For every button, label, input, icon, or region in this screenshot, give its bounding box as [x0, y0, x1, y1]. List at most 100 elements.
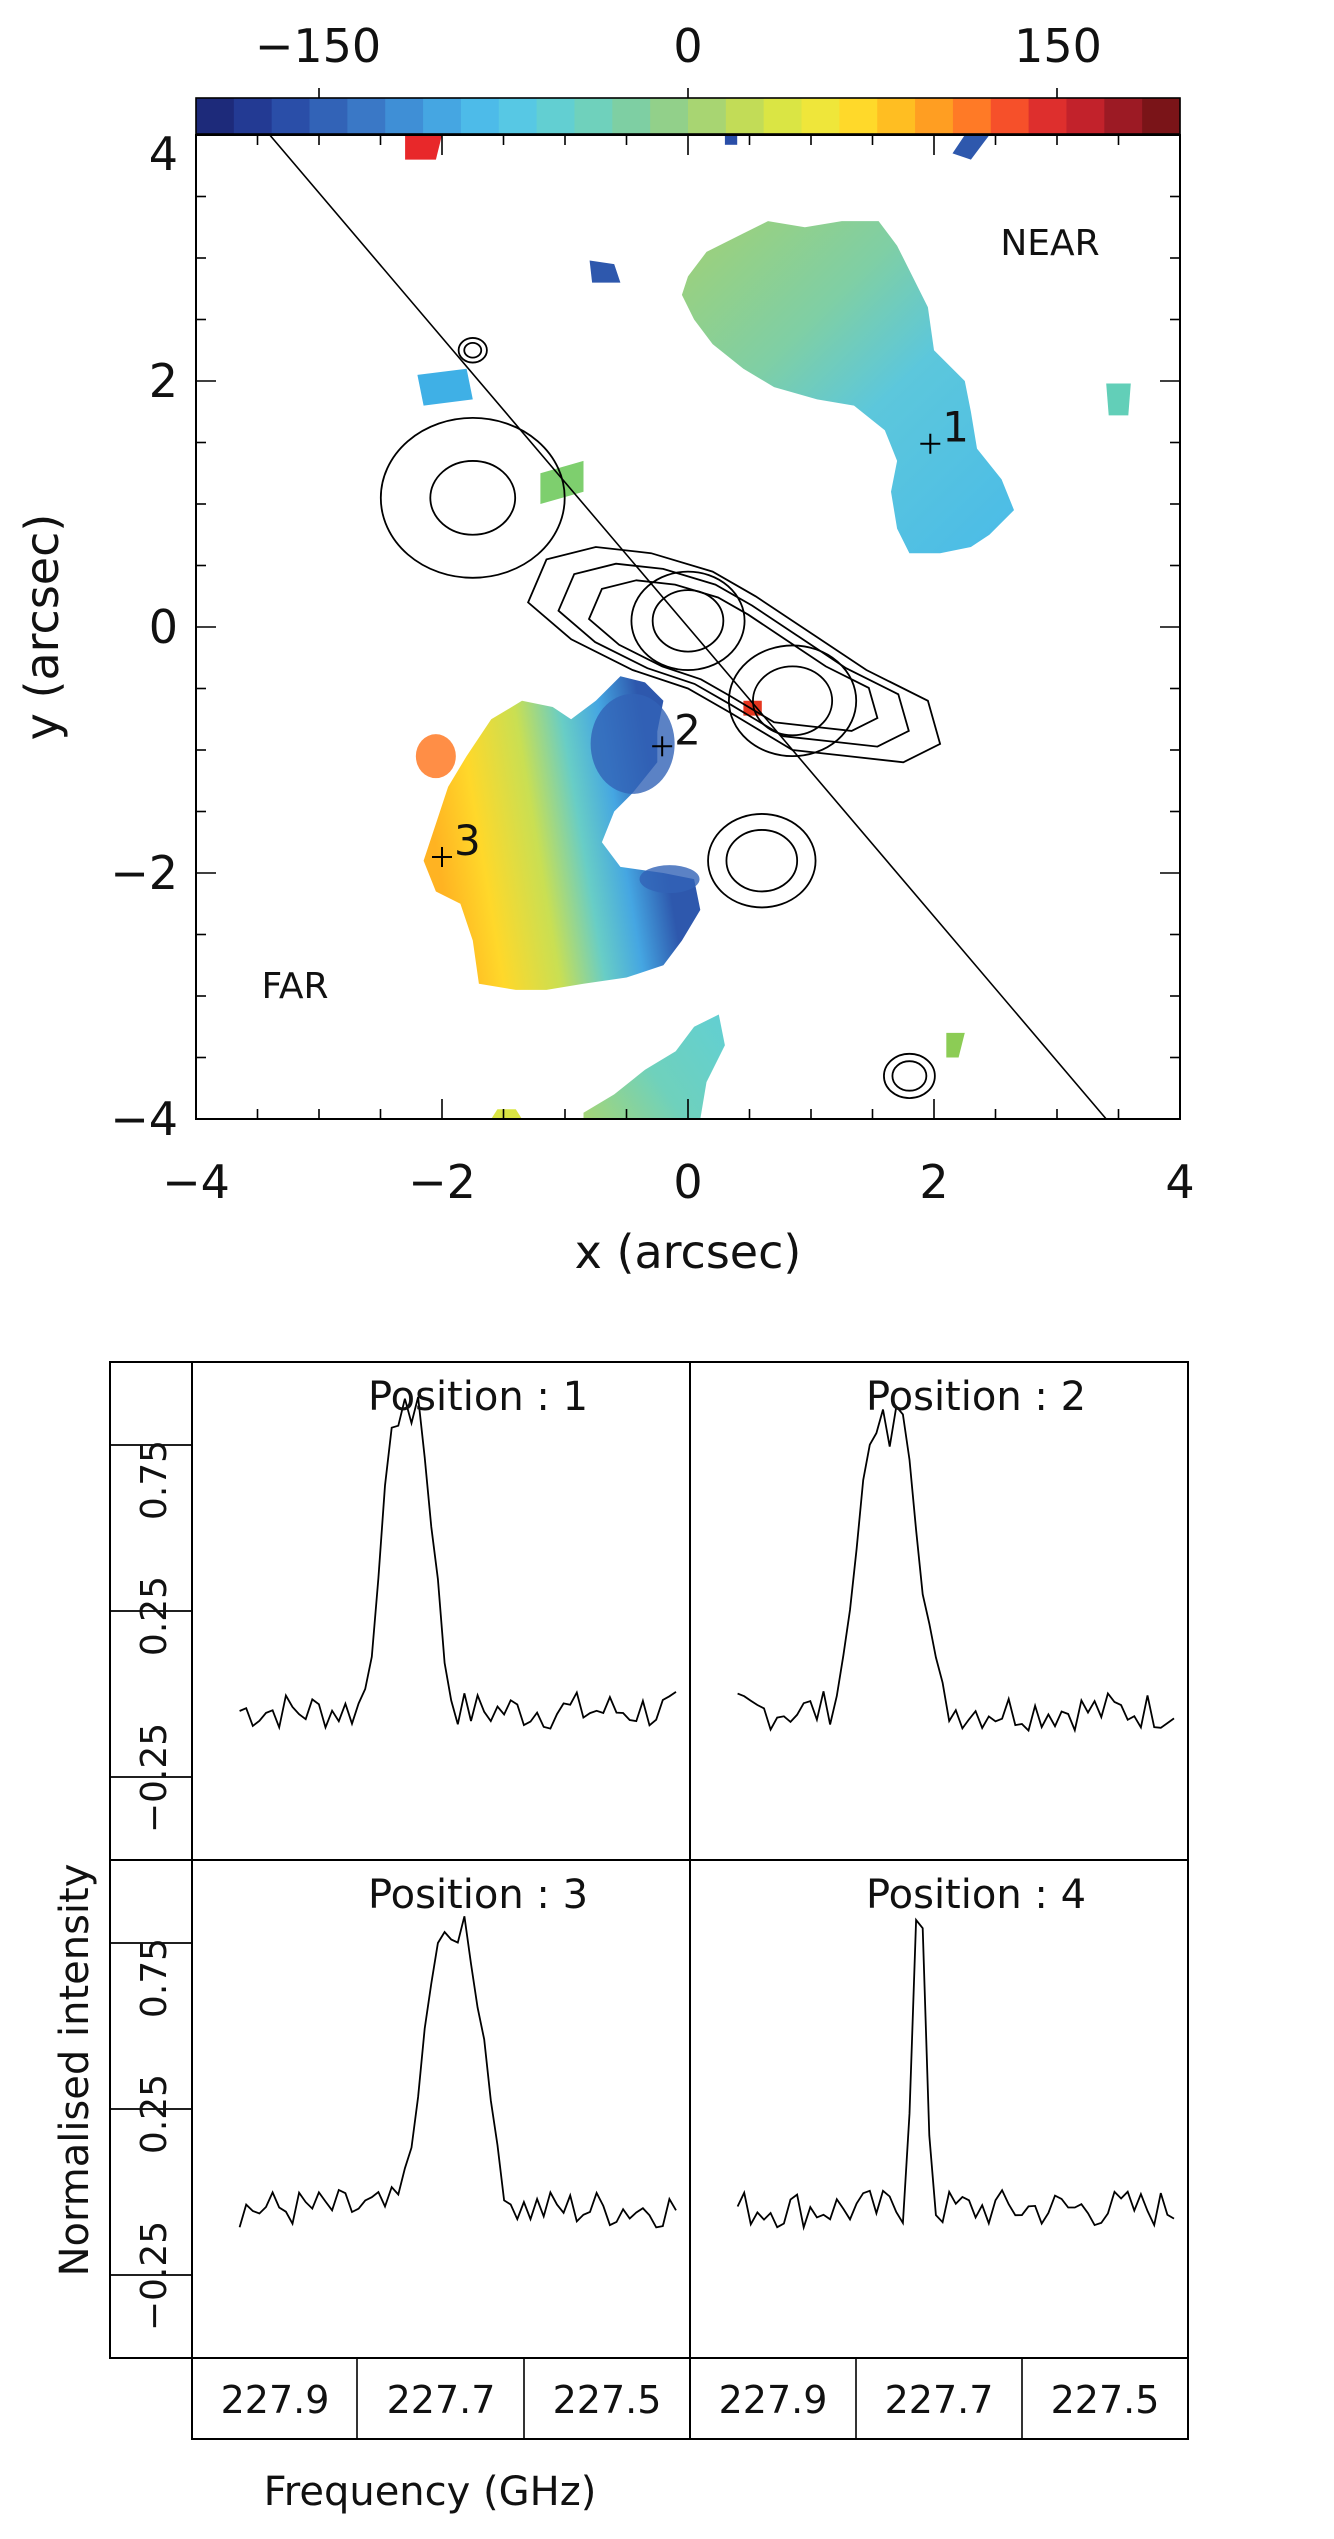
spectra-ticks — [110, 1444, 1023, 2439]
contour-level — [630, 570, 746, 671]
colorbar-cell — [915, 98, 954, 134]
colorbar-cell — [536, 98, 576, 134]
colorbar-cell — [423, 98, 462, 134]
spectra-xtick-label-l0: 227.9 — [221, 2378, 330, 2422]
velocity-patch-r1 — [405, 135, 442, 160]
colorbar-cell — [801, 98, 840, 134]
major-axis-line — [269, 134, 1107, 1120]
velocity-patch-b2 — [540, 460, 584, 504]
spectrum-line-4 — [736, 1917, 1175, 2231]
spectra-xtick-label-r1: 227.7 — [885, 2378, 994, 2422]
colorbar-cell — [347, 98, 386, 134]
velocity-map: −150 0 150 1 2 3 NEAR FAR −4 −2 0 2 4 −4 −… — [15, 19, 1195, 1279]
velocity-patch-b4 — [589, 260, 621, 283]
colorbar-cell — [233, 98, 273, 134]
spectra-ytick-label-bot-2: 0.75 — [134, 1938, 175, 2018]
colorbar-cell — [196, 98, 235, 134]
spectra-ytick-label-bot-1: 0.25 — [134, 2074, 175, 2154]
velocity-core-orange — [415, 734, 456, 779]
contour-envelope — [557, 562, 910, 748]
contour-level — [379, 417, 566, 579]
panel-title-2: Position : 2 — [866, 1374, 1086, 1420]
spectra-xtick-label-l2: 227.5 — [553, 2378, 662, 2422]
colorbar-cell — [612, 98, 651, 134]
colorbar-cell — [725, 98, 765, 134]
contour-level — [883, 1052, 936, 1099]
far-label: FAR — [261, 966, 328, 1007]
map-xtick-label-4: 4 — [1165, 1155, 1194, 1209]
spectra-ytick-label-top-1: 0.25 — [134, 1576, 175, 1656]
contour-level — [725, 829, 799, 893]
colorbar-cell — [839, 98, 878, 134]
position-markers: 1 2 3 — [432, 403, 969, 868]
spectra-xtick-label-r0: 227.9 — [719, 2378, 828, 2422]
colorbar-cell — [271, 98, 311, 134]
map-ytick-label-4: 4 — [149, 127, 178, 181]
contour-level — [463, 341, 483, 359]
colorbar-cell — [1028, 98, 1068, 134]
colorbar-cell — [1142, 98, 1181, 134]
spectra-xtick-label-l1: 227.7 — [387, 2378, 496, 2422]
velocity-patch-g1 — [946, 1032, 965, 1058]
panel-title-1: Position : 1 — [368, 1374, 588, 1420]
spectra-xtick-label-r2: 227.5 — [1051, 2378, 1160, 2422]
contour-level — [752, 665, 834, 737]
spectra-ytick-label-bot-0: −0.25 — [134, 2221, 175, 2331]
map-xtick-label-2: 0 — [673, 1155, 702, 1209]
spectra-y-axis-label: Normalised intensity — [52, 1864, 98, 2277]
map-ytick-label-0: −4 — [110, 1092, 178, 1146]
map-xtick-label-0: −4 — [162, 1155, 230, 1209]
velocity-core-blue-2 — [639, 865, 700, 894]
velocity-patch-b1 — [417, 368, 473, 406]
position-marker-label: 3 — [454, 816, 481, 865]
colorbar-cell — [309, 98, 348, 134]
colorbar-tick-label-neg: −150 — [255, 19, 381, 73]
map-x-axis-label: x (arcsec) — [575, 1225, 802, 1279]
spectrum-line-3 — [238, 1916, 677, 2229]
colorbar-cell — [763, 98, 803, 134]
colorbar-cell — [1104, 98, 1143, 134]
map-ytick-label-3: 2 — [149, 354, 178, 408]
spectra-grid: Position : 1 Position : 2 Position : 3 P… — [52, 1361, 1189, 2515]
velocity-patch-b3 — [1106, 383, 1131, 416]
map-xtick-label-1: −2 — [408, 1155, 476, 1209]
velocity-patch-near — [681, 221, 1014, 554]
velocity-core-blue — [590, 693, 675, 794]
map-frame — [195, 134, 1181, 1120]
colorbar-cell — [1066, 98, 1105, 134]
colorbar-cell — [688, 98, 727, 134]
contour-level — [429, 460, 517, 536]
map-y-axis-label: y (arcsec) — [15, 514, 69, 741]
colorbar-cell — [574, 98, 613, 134]
map-xtick-label-3: 2 — [919, 1155, 948, 1209]
velocity-patch-south — [583, 1014, 725, 1119]
spectra-x-axis-label: Frequency (GHz) — [264, 2469, 597, 2515]
colorbar — [195, 88, 1181, 135]
colorbar-cell — [460, 98, 500, 134]
panel-title-4: Position : 4 — [866, 1872, 1086, 1918]
colorbar-cell — [650, 98, 689, 134]
contour-envelope — [527, 546, 942, 764]
colorbar-cell — [877, 98, 916, 134]
continuum-contours — [379, 337, 942, 1099]
position-marker-label: 1 — [942, 403, 969, 452]
colorbar-cell — [952, 98, 992, 134]
map-ytick-label-2: 0 — [149, 600, 178, 654]
map-ytick-label-1: −2 — [110, 846, 178, 900]
spectrum-line-1 — [239, 1396, 677, 1731]
contour-level — [457, 337, 488, 364]
velocity-patch-south2 — [491, 1109, 522, 1119]
contour-level — [651, 589, 725, 653]
velocity-patch-b6 — [724, 135, 738, 145]
velocity-patch-b5 — [952, 135, 990, 160]
spectra-lines — [238, 1396, 1175, 2231]
contour-envelope — [587, 579, 879, 732]
colorbar-tick-label-pos: 150 — [1014, 19, 1102, 73]
colorbar-cell — [498, 98, 538, 134]
colorbar-cell — [385, 98, 424, 134]
spectrum-line-2 — [737, 1404, 1175, 1734]
spectra-xtick-row — [191, 2357, 1189, 2440]
near-label: NEAR — [1000, 223, 1099, 264]
position-marker-label: 2 — [674, 705, 701, 754]
